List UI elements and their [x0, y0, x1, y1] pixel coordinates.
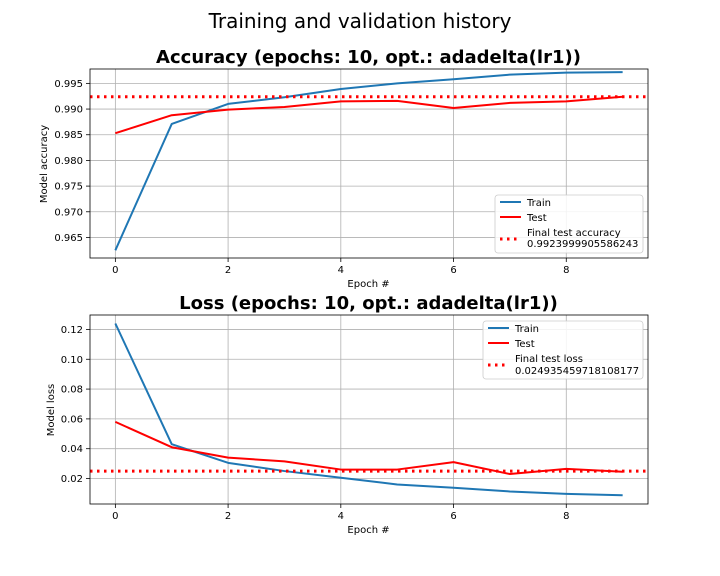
loss-legend-final-value: 0.024935459718108177 — [515, 366, 639, 377]
loss-x-tick-label: 8 — [563, 511, 569, 522]
loss-series-test-line — [114, 420, 623, 476]
accuracy-x-tick-label: 6 — [450, 265, 456, 276]
loss-legend-test-label: Test — [514, 339, 535, 350]
accuracy-x-tick-label: 0 — [112, 265, 118, 276]
accuracy-y-tick-label: 0.980 — [54, 156, 83, 167]
accuracy-chart-title: Accuracy (epochs: 10, opt.: adadelta(lr1… — [156, 47, 581, 68]
loss-legend-final-label: Final test loss — [515, 354, 583, 365]
accuracy-y-tick-label: 0.965 — [54, 233, 83, 244]
loss-chart: 0 2 4 6 8 0.02 0.04 0.06 0.08 0.10 0.12 Loss (epoc… — [46, 293, 649, 536]
loss-y-tick-label: 0.08 — [61, 385, 83, 396]
accuracy-legend-box — [494, 194, 644, 254]
accuracy-legend-final-value: 0.9923999905586243 — [527, 239, 638, 250]
loss-axes-frame — [89, 314, 649, 505]
loss-x-tick-label: 6 — [450, 511, 456, 522]
accuracy-y-tick-label: 0.985 — [54, 130, 83, 141]
accuracy-y-tick-label: 0.990 — [54, 105, 83, 116]
accuracy-legend — [494, 194, 644, 254]
loss-legend — [482, 320, 644, 380]
accuracy-x-axis-label: Epoch # — [347, 279, 389, 290]
loss-x-tick-label: 0 — [112, 511, 118, 522]
accuracy-plot-area: 0 2 4 6 8 0.965 0.970 0.975 0.980 0.985 0.990 0.995 — [54, 68, 649, 276]
loss-y-tick-label: 0.10 — [61, 355, 83, 366]
accuracy-legend-train-label: Train — [526, 198, 551, 209]
accuracy-y-tick-label: 0.995 — [54, 79, 83, 90]
accuracy-y-axis-label: Model accuracy — [39, 125, 50, 203]
accuracy-series-train-line — [114, 71, 623, 251]
loss-legend-train-label: Train — [514, 324, 539, 335]
loss-chart-title: Loss (epochs: 10, opt.: adadelta(lr1)) — [179, 293, 558, 314]
loss-y-tick-label: 0.04 — [61, 444, 83, 455]
loss-x-tick-label: 2 — [225, 511, 231, 522]
accuracy-x-tick-label: 8 — [563, 265, 569, 276]
loss-legend-box — [482, 320, 644, 380]
accuracy-x-tick-label: 2 — [225, 265, 231, 276]
loss-x-tick-label: 4 — [338, 511, 344, 522]
loss-y-tick-label: 0.02 — [61, 474, 83, 485]
loss-series-train-line — [114, 323, 623, 497]
accuracy-axes-frame — [89, 68, 649, 259]
accuracy-chart: 0 2 4 6 8 0.965 0.970 0.975 0.980 0.985 0.990 0.995… — [39, 47, 649, 290]
accuracy-y-tick-label: 0.975 — [54, 182, 83, 193]
accuracy-legend-test-label: Test — [526, 213, 547, 224]
accuracy-y-tick-label: 0.970 — [54, 207, 83, 218]
loss-x-axis-label: Epoch # — [347, 525, 389, 536]
accuracy-x-tick-label: 4 — [338, 265, 344, 276]
loss-plot-area: 0 2 4 6 8 0.02 0.04 0.06 0.08 0.10 0.12 — [61, 314, 649, 522]
loss-y-tick-label: 0.12 — [61, 325, 83, 336]
accuracy-series-test-line — [115, 95, 623, 135]
loss-y-tick-label: 0.06 — [61, 414, 83, 425]
figure-suptitle: Training and validation history — [208, 9, 512, 33]
accuracy-legend-final-label: Final test accuracy — [527, 228, 621, 239]
loss-y-axis-label: Model loss — [46, 384, 57, 437]
